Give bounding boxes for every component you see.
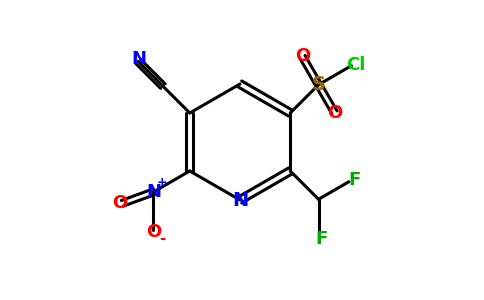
Text: O: O xyxy=(327,104,342,122)
Text: F: F xyxy=(348,171,361,189)
Text: -: - xyxy=(159,232,166,247)
Text: N: N xyxy=(232,191,248,211)
Text: +: + xyxy=(157,176,168,190)
Text: Cl: Cl xyxy=(346,56,365,74)
Text: N: N xyxy=(146,183,161,201)
Text: S: S xyxy=(312,75,326,94)
Text: O: O xyxy=(146,223,161,241)
Text: O: O xyxy=(295,47,310,65)
Text: O: O xyxy=(112,194,127,212)
Text: N: N xyxy=(132,50,147,68)
Text: F: F xyxy=(316,230,328,248)
